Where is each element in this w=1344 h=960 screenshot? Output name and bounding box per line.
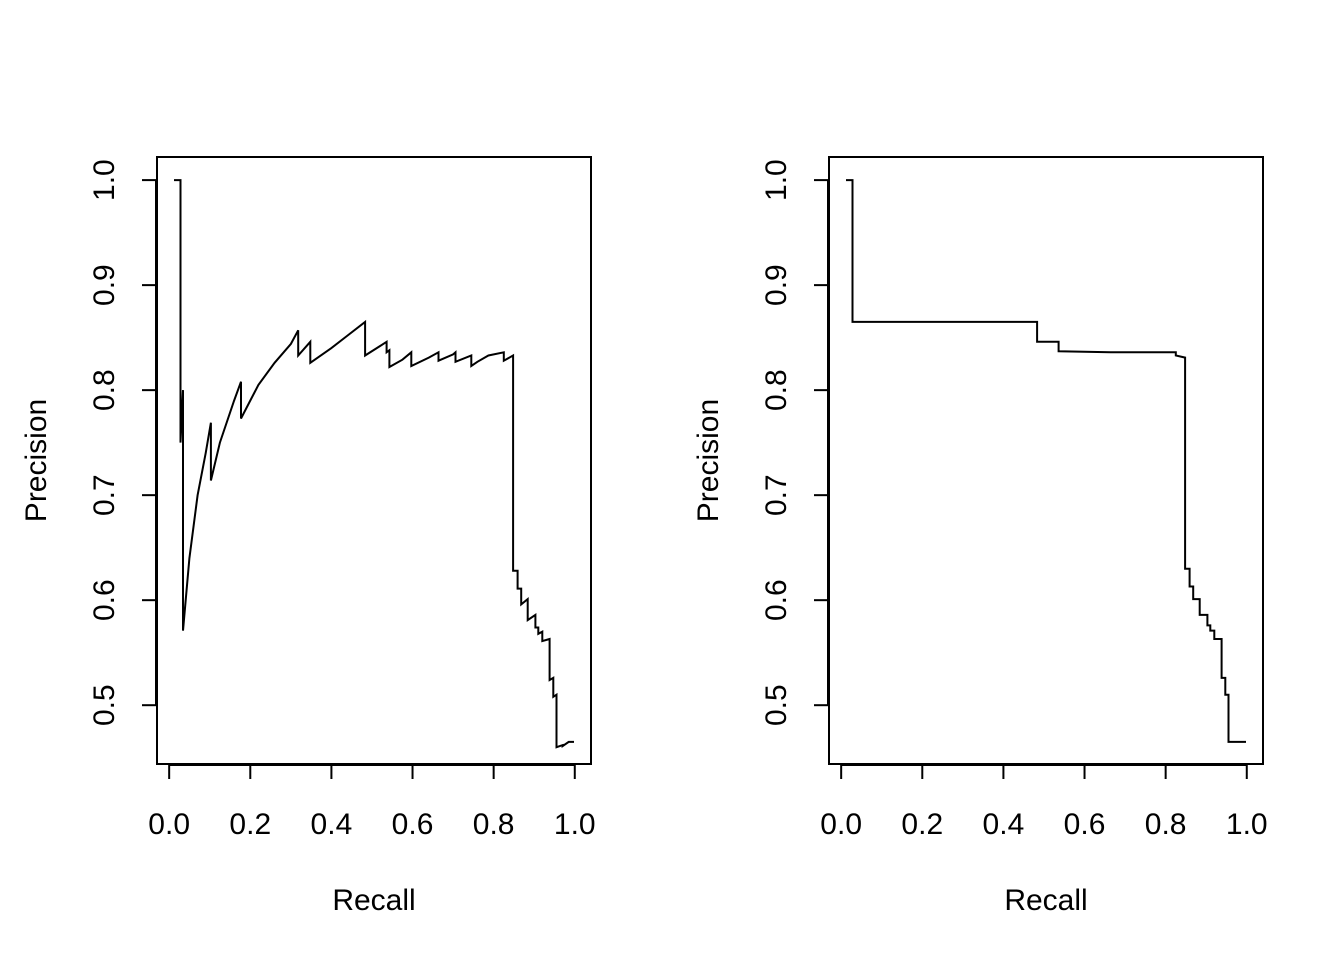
y-axis-label: Precision xyxy=(20,399,53,522)
x-tick-label: 1.0 xyxy=(554,808,596,841)
x-tick-label: 1.0 xyxy=(1226,808,1268,841)
x-tick-label: 0.0 xyxy=(148,808,190,841)
plot-frame xyxy=(156,156,592,765)
y-axis-label: Precision xyxy=(692,399,725,522)
y-tick-label: 0.7 xyxy=(760,474,793,516)
x-tick-label: 0.8 xyxy=(473,808,515,841)
x-tick-label: 0.2 xyxy=(229,808,271,841)
y-tick-label: 0.5 xyxy=(88,684,121,726)
y-tick-label: 0.9 xyxy=(760,264,793,306)
panel-right: 0.0 0.2 0.4 0.6 0.8 1.0 0.5 0.6 0.7 0.8 0.9 1.0 Reca… xyxy=(692,156,1268,917)
precision-recall-line xyxy=(846,179,1246,743)
y-tick-label: 0.8 xyxy=(88,369,121,411)
x-tick-label: 0.6 xyxy=(392,808,434,841)
x-axis-label: Recall xyxy=(332,884,415,917)
x-tick-label: 0.6 xyxy=(1064,808,1106,841)
y-tick-label: 0.8 xyxy=(760,369,793,411)
x-tick-label: 0.4 xyxy=(983,808,1025,841)
panel-left: 0.0 0.2 0.4 0.6 0.8 1.0 0.5 0.6 0.7 0.8 0.9 1.0 Reca… xyxy=(20,156,596,917)
y-tick-label: 1.0 xyxy=(760,159,793,201)
x-tick-label: 0.2 xyxy=(901,808,943,841)
y-tick-label: 0.5 xyxy=(760,684,793,726)
precision-recall-line xyxy=(174,179,574,749)
x-tick-label: 0.8 xyxy=(1145,808,1187,841)
plot-frame xyxy=(828,156,1264,765)
y-tick-label: 0.9 xyxy=(88,264,121,306)
x-axis-label: Recall xyxy=(1004,884,1087,917)
y-tick-label: 0.7 xyxy=(88,474,121,516)
y-tick-label: 0.6 xyxy=(760,579,793,621)
x-tick-label: 0.4 xyxy=(311,808,353,841)
y-tick-label: 0.6 xyxy=(88,579,121,621)
y-tick-label: 1.0 xyxy=(88,159,121,201)
x-tick-label: 0.0 xyxy=(820,808,862,841)
